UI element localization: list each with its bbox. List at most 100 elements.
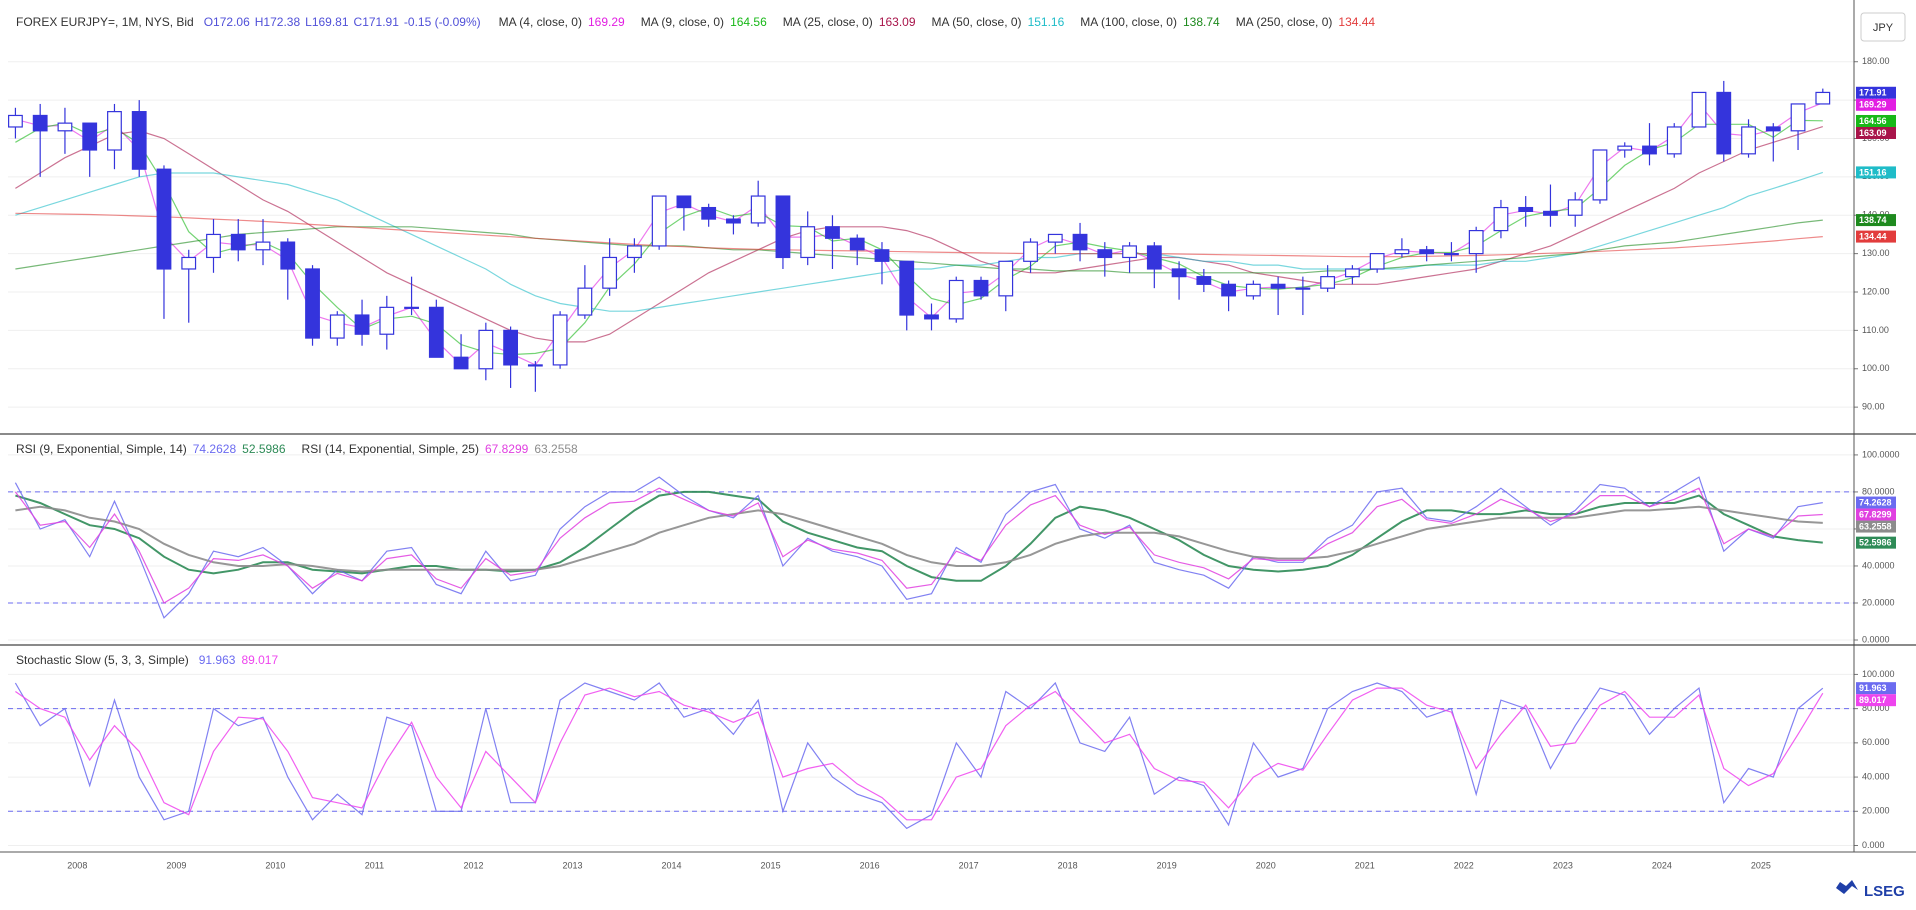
y-tick-label: 20.000 <box>1862 806 1890 816</box>
frame <box>0 0 1916 853</box>
legend-text: MA (250, close, 0) <box>1236 15 1333 29</box>
candle-body <box>577 287 593 316</box>
series-line <box>14 487 1823 604</box>
x-tick-label: 2014 <box>662 860 682 870</box>
candle-body <box>1369 253 1385 270</box>
price-badge-label: 63.2558 <box>1859 521 1892 531</box>
candle-body <box>825 226 840 239</box>
legend-value: 164.56 <box>730 15 767 29</box>
y-tick-label: 80.000 <box>1862 703 1890 713</box>
legend-value: 63.2558 <box>534 442 578 456</box>
series-line <box>15 219 1823 274</box>
candle-body <box>57 122 73 132</box>
legend-value: 74.2628 <box>193 442 237 456</box>
price-badge-label: 67.8299 <box>1859 509 1892 519</box>
logo-icon <box>1836 880 1858 894</box>
candle-body <box>1468 229 1484 255</box>
y-tick-label: 0.000 <box>1862 840 1885 850</box>
series-line <box>14 681 1824 830</box>
x-tick-label: 2020 <box>1256 860 1276 870</box>
legend-value: 169.29 <box>588 15 625 29</box>
currency-label[interactable]: JPY <box>1873 22 1894 34</box>
x-tick-label: 2016 <box>860 860 880 870</box>
price-badge-label: 151.16 <box>1859 167 1887 177</box>
series-line <box>14 476 1823 619</box>
candle-body <box>404 306 419 309</box>
candle-body <box>1790 103 1806 132</box>
candle-body <box>107 111 122 151</box>
candle-body <box>726 218 741 224</box>
price-badge-label: 138.74 <box>1859 215 1887 225</box>
price-badge-label: 91.963 <box>1859 683 1887 693</box>
candle-body <box>1765 126 1781 132</box>
price-badge <box>1856 214 1896 227</box>
legend-value: 91.963 <box>199 653 236 667</box>
price-badge-label: 164.56 <box>1859 116 1887 126</box>
grid <box>8 61 1858 846</box>
candle-body <box>1543 210 1558 216</box>
candle-body <box>775 195 791 259</box>
candle-body <box>329 314 345 339</box>
x-tick-label: 2009 <box>166 860 186 870</box>
price-badge <box>1856 98 1896 111</box>
logo-text: LSEG <box>1864 883 1905 900</box>
candle-body <box>379 306 395 335</box>
x-tick-label: 2017 <box>959 860 979 870</box>
candle-body <box>1493 206 1509 232</box>
candle-body <box>1419 249 1435 255</box>
candle-body <box>255 241 271 251</box>
labels: 2008 2009 2010 2011 2012 2013 2014 2015 2016 2017… <box>16 15 1900 870</box>
candle-body <box>230 233 246 251</box>
candle-body <box>8 114 23 128</box>
candle-body <box>453 356 469 370</box>
candle-body <box>1815 91 1831 105</box>
series-line <box>15 687 1824 821</box>
legend-value: 163.09 <box>879 15 916 29</box>
legend-text: FOREX EURJPY=, 1M, NYS, Bid <box>16 15 194 29</box>
candle-body <box>1023 241 1038 262</box>
candle-body <box>874 249 890 262</box>
x-tick-label: 2023 <box>1553 860 1573 870</box>
candle-body <box>948 279 964 320</box>
legend-text: RSI (14, Exponential, Simple, 25) <box>302 442 479 456</box>
legend-text: -0.15 (-0.09%) <box>404 15 481 29</box>
price-badge-label: 171.91 <box>1859 88 1887 98</box>
legend-value: 138.74 <box>1183 15 1220 29</box>
price-badge <box>1856 114 1896 127</box>
price-badge-label: 52.5986 <box>1859 538 1892 548</box>
legend-text: L169.81 <box>305 15 349 29</box>
candle-body <box>1518 206 1534 213</box>
series-line <box>15 505 1823 573</box>
candle-body <box>206 233 221 259</box>
y-tick-label: 90.00 <box>1862 402 1885 412</box>
price-badge <box>1856 508 1896 521</box>
candle-body <box>924 314 939 320</box>
price-badge-label: 134.44 <box>1859 231 1887 241</box>
legend-value: 151.16 <box>1028 15 1065 29</box>
price-badge-label: 89.017 <box>1859 695 1887 705</box>
candle-body <box>998 260 1014 297</box>
button-frame[interactable] <box>1860 12 1906 42</box>
x-tick-label: 2021 <box>1355 860 1375 870</box>
legend-value: 89.017 <box>241 653 278 667</box>
y-tick-label: 20.0000 <box>1862 597 1895 607</box>
candle-body <box>1171 268 1187 278</box>
candle-body <box>1320 276 1336 289</box>
legend-text: MA (25, close, 0) <box>783 15 873 29</box>
candle-body <box>1221 283 1237 297</box>
candle-body <box>1122 245 1137 259</box>
y-tick-label: 130.00 <box>1862 248 1890 258</box>
plot-area <box>8 80 1854 830</box>
y-tick-label: 40.0000 <box>1862 560 1895 570</box>
candle-body <box>1567 199 1583 216</box>
price-badge <box>1856 166 1896 179</box>
currency-button[interactable]: JPY <box>1860 12 1906 42</box>
candle-body <box>305 268 320 339</box>
candle-body <box>156 168 172 270</box>
candle-body <box>1047 233 1063 243</box>
y-tick-label: 120.00 <box>1862 286 1890 296</box>
legend-text: MA (100, close, 0) <box>1080 15 1177 29</box>
legend-text: MA (9, close, 0) <box>641 15 724 29</box>
series-line <box>15 171 1823 312</box>
